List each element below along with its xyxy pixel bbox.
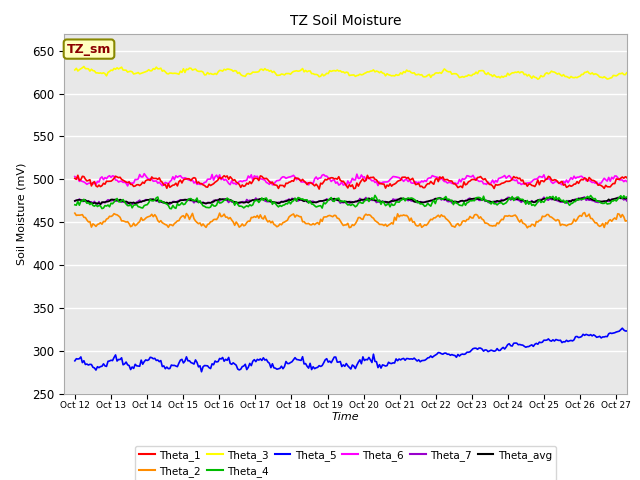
Title: TZ Soil Moisture: TZ Soil Moisture (290, 14, 401, 28)
X-axis label: Time: Time (332, 412, 360, 421)
Y-axis label: Soil Moisture (mV): Soil Moisture (mV) (17, 162, 26, 265)
Legend: Theta_1, Theta_2, Theta_3, Theta_4, Theta_5, Theta_6, Theta_7, Theta_avg: Theta_1, Theta_2, Theta_3, Theta_4, Thet… (135, 445, 556, 480)
Text: TZ_sm: TZ_sm (67, 43, 111, 56)
